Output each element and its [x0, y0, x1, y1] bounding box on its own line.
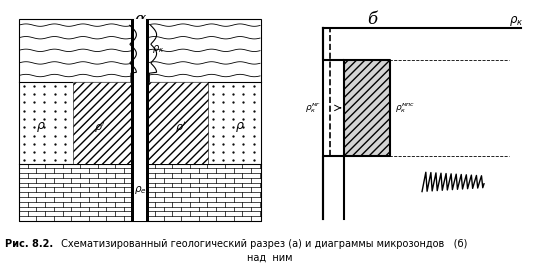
Text: α: α — [135, 11, 146, 28]
Bar — [146, 82, 208, 164]
Text: $\rho'$: $\rho'$ — [94, 120, 106, 135]
Bar — [344, 60, 390, 156]
Bar — [146, 82, 208, 164]
Bar — [134, 19, 146, 221]
Text: над  ним: над ним — [247, 252, 292, 262]
Text: $\rho_к^{мпс}$: $\rho_к^{мпс}$ — [395, 101, 415, 115]
Bar — [73, 82, 134, 164]
Text: $\rho_к^{мг}$: $\rho_к^{мг}$ — [306, 101, 322, 115]
Bar — [344, 60, 390, 156]
Text: $\rho'$: $\rho'$ — [175, 120, 186, 135]
Text: $\rho$: $\rho$ — [36, 121, 45, 134]
Bar — [146, 19, 149, 221]
Text: $\rho$: $\rho$ — [235, 121, 245, 134]
Text: $\rho_к$: $\rho_к$ — [153, 43, 164, 55]
Text: $\rho_к$: $\rho_к$ — [509, 15, 524, 28]
Text: Схематизированный геологический разрез (а) и диаграммы микрозондов   (б): Схематизированный геологический разрез (… — [58, 239, 468, 249]
Text: б: б — [368, 11, 377, 28]
Text: $\rho_e$: $\rho_e$ — [134, 184, 147, 196]
Text: Рис. 8.2.: Рис. 8.2. — [5, 239, 53, 249]
Bar — [73, 82, 134, 164]
Bar — [131, 19, 134, 221]
